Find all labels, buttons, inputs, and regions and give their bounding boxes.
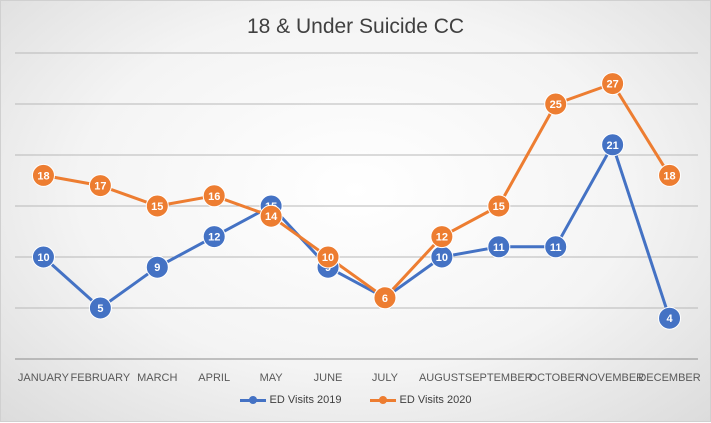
data-point <box>202 225 226 249</box>
series-line <box>43 82 671 300</box>
x-tick-label: MARCH <box>137 372 177 384</box>
data-label: 6 <box>382 293 388 305</box>
legend-label-2019: ED Visits 2019 <box>269 394 342 406</box>
data-point <box>31 245 55 269</box>
legend-label-2020: ED Visits 2020 <box>399 394 472 406</box>
data-label: 11 <box>493 242 505 254</box>
data-label: 5 <box>97 303 103 315</box>
legend-swatch-2019 <box>239 396 266 404</box>
data-point <box>658 163 682 187</box>
series-line <box>42 143 671 319</box>
data-label: 9 <box>154 262 160 274</box>
data-label: 25 <box>550 99 562 111</box>
legend-swatch-2020 <box>369 396 396 404</box>
x-tick-label: JUNE <box>314 372 343 384</box>
data-label: 4 <box>666 313 673 325</box>
legend-item-2019: ED Visits 2019 <box>239 394 342 406</box>
data-label: 11 <box>550 242 562 254</box>
data-label: 18 <box>37 170 49 182</box>
x-tick-label: DECEMBER <box>638 372 700 384</box>
data-label: 12 <box>436 232 448 244</box>
data-point <box>487 235 511 259</box>
data-point <box>145 255 169 279</box>
data-label: 16 <box>208 191 220 203</box>
x-tick-label: FEBRUARY <box>71 372 131 384</box>
x-tick-label: NOVEMBER <box>581 372 644 384</box>
data-point <box>373 286 397 310</box>
data-point <box>316 245 340 269</box>
data-point <box>601 72 625 96</box>
legend-item-2020: ED Visits 2020 <box>369 394 472 406</box>
legend: ED Visits 2019 ED Visits 2020 <box>1 394 710 406</box>
x-tick-label: AUGUST <box>419 372 465 384</box>
data-point <box>658 306 682 330</box>
data-label: 10 <box>436 252 448 264</box>
data-label: 21 <box>607 140 619 152</box>
data-point <box>430 225 454 249</box>
data-point <box>88 174 112 198</box>
data-point <box>487 194 511 218</box>
x-tick-label: SEPTEMBER <box>465 372 533 384</box>
x-tick-label: JULY <box>372 372 399 384</box>
data-point <box>259 204 283 228</box>
data-label: 27 <box>607 79 619 91</box>
x-tick-label: APRIL <box>198 372 230 384</box>
data-label: 10 <box>37 252 49 264</box>
x-tick-label: MAY <box>260 372 284 384</box>
data-label: 12 <box>208 232 220 244</box>
x-tick-label: JANUARY <box>18 372 70 384</box>
data-point <box>31 163 55 187</box>
data-point <box>88 296 112 320</box>
x-tick-label: OCTOBER <box>529 372 583 384</box>
data-label: 15 <box>151 201 163 213</box>
data-point <box>145 194 169 218</box>
data-label: 14 <box>265 211 278 223</box>
data-label: 17 <box>94 181 106 193</box>
data-point <box>202 184 226 208</box>
data-label: 10 <box>322 252 334 264</box>
data-label: 18 <box>663 170 675 182</box>
data-point <box>544 235 568 259</box>
data-point <box>544 92 568 116</box>
data-label: 15 <box>493 201 505 213</box>
chart-title: 18 & Under Suicide CC <box>246 15 465 38</box>
data-point <box>601 133 625 157</box>
